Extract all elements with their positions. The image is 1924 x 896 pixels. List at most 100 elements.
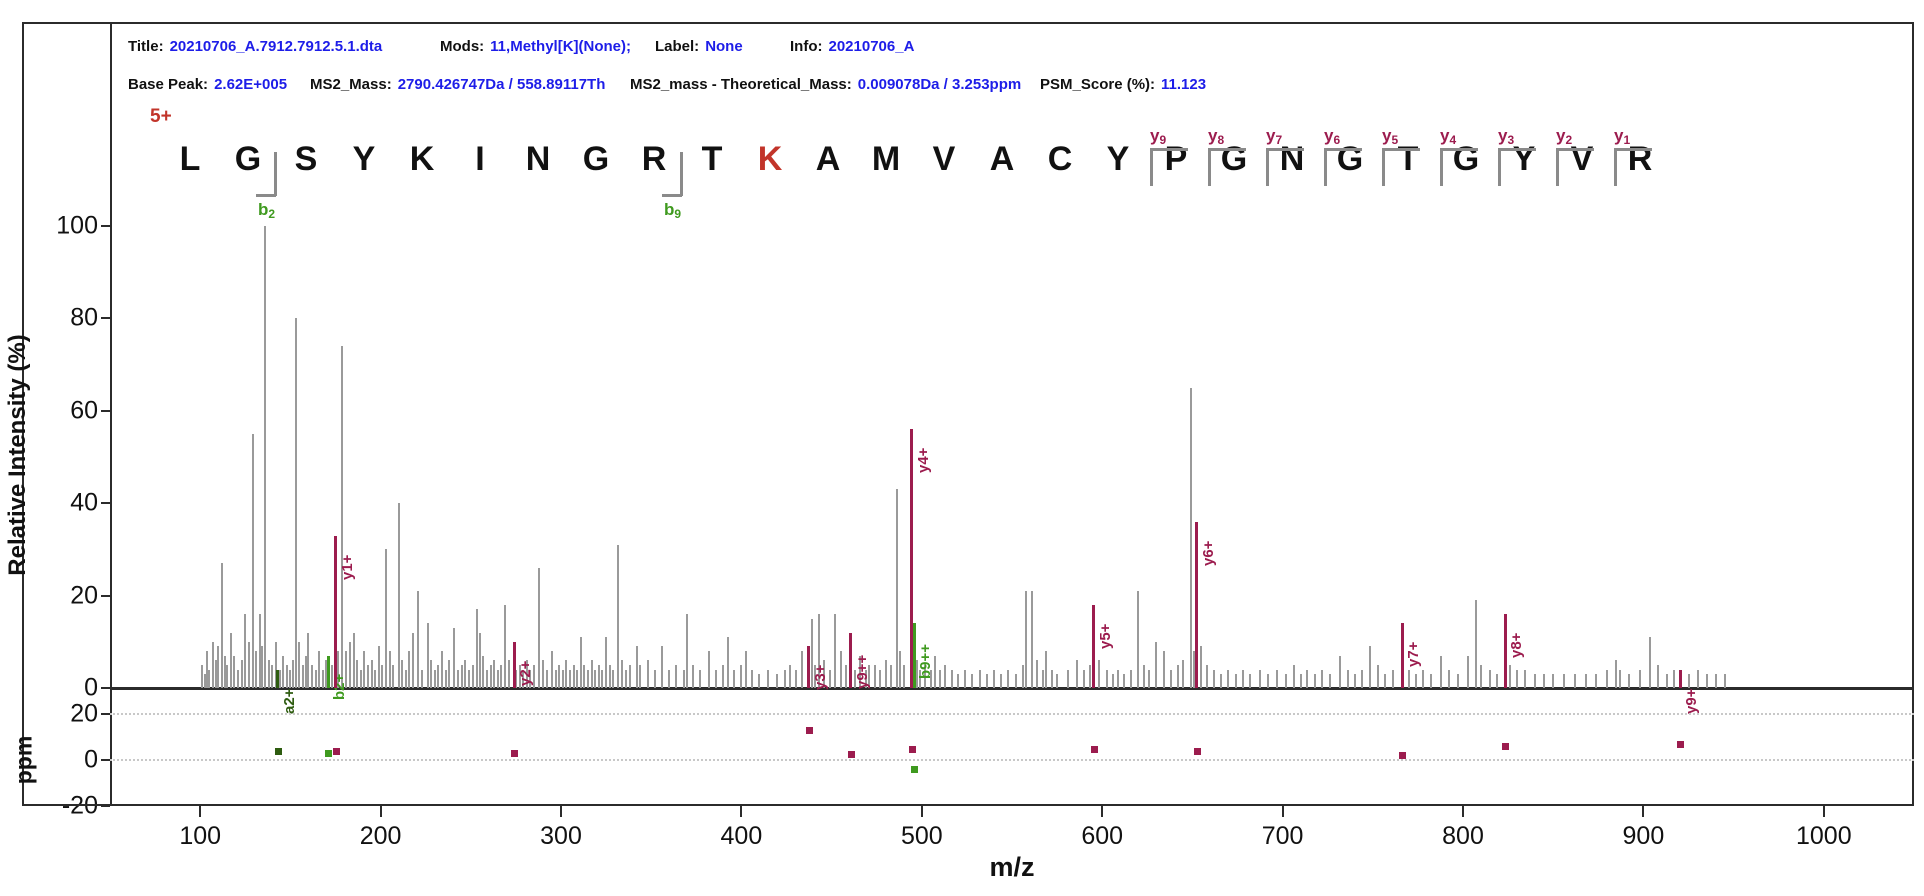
spectrum-baseline xyxy=(110,687,1914,690)
background-peak xyxy=(916,660,919,688)
background-peak xyxy=(722,664,725,688)
background-peak xyxy=(1075,660,1078,688)
background-peak xyxy=(572,664,575,688)
background-peak xyxy=(1516,669,1519,688)
fragment-peak-label: y8+ xyxy=(1508,632,1526,659)
background-peak xyxy=(1615,660,1618,688)
background-peak xyxy=(1241,669,1244,688)
peptide-residue: N xyxy=(525,140,551,178)
y-ion-label: y9 xyxy=(1150,126,1167,147)
background-peak xyxy=(951,669,954,688)
header-field: Label: None xyxy=(655,38,743,55)
background-peak xyxy=(478,632,481,688)
background-peak xyxy=(884,660,887,688)
y-axis-tick xyxy=(101,594,110,597)
background-peak xyxy=(1000,674,1003,688)
background-peak xyxy=(616,544,619,688)
background-peak xyxy=(1193,651,1196,688)
peptide-residue: G xyxy=(1336,140,1364,178)
background-peak xyxy=(1467,655,1470,688)
background-peak xyxy=(726,637,729,688)
x-axis-title: m/z xyxy=(989,852,1035,882)
header-field: MS2_Mass: 2790.426747Da / 558.89117Th xyxy=(310,76,605,93)
header-field: PSM_Score (%): 11.123 xyxy=(1040,76,1206,93)
background-peak xyxy=(1447,669,1450,688)
background-peak xyxy=(1534,674,1537,688)
background-peak xyxy=(1088,664,1091,688)
ppm-gridline xyxy=(110,759,1914,761)
background-peak xyxy=(226,664,229,688)
x-axis-tick xyxy=(379,806,382,817)
background-peak xyxy=(918,669,921,688)
background-peak xyxy=(758,674,761,688)
y-ion-label: y6 xyxy=(1324,126,1341,147)
peptide-residue: A xyxy=(815,140,841,178)
background-peak xyxy=(1705,674,1708,688)
background-peak xyxy=(873,664,876,688)
ppm-axis-tick xyxy=(101,713,110,715)
background-peak xyxy=(1097,660,1100,688)
peptide-residue: T xyxy=(1397,140,1419,178)
background-peak xyxy=(1116,669,1119,688)
background-peak xyxy=(554,669,557,688)
y-axis-tick-label: 40 xyxy=(70,488,98,517)
y-ion-bracket xyxy=(1440,148,1443,186)
background-peak xyxy=(330,664,333,688)
background-peak xyxy=(271,664,274,688)
background-peak xyxy=(854,669,857,688)
background-peak xyxy=(1249,674,1252,688)
y-ion-bracket xyxy=(1498,148,1501,186)
header-field-label: Label: xyxy=(655,38,700,55)
fragment-peak-y1p xyxy=(334,535,338,688)
background-peak xyxy=(493,660,496,688)
y-axis-line xyxy=(110,22,112,806)
background-peak xyxy=(388,651,391,688)
fragment-peak-label: y4+ xyxy=(914,447,932,474)
background-peak xyxy=(646,660,649,688)
fragment-peak-y6p xyxy=(1195,521,1199,688)
y-axis-title: Relative Intensity (%) xyxy=(4,334,31,576)
y-ion-label: y3 xyxy=(1498,126,1515,147)
x-axis-tick xyxy=(560,806,562,817)
background-peak xyxy=(408,651,411,688)
background-peak xyxy=(374,669,377,688)
ppm-error-point xyxy=(1502,743,1510,751)
background-peak xyxy=(471,664,474,688)
background-peak xyxy=(1353,674,1356,688)
background-peak xyxy=(1314,674,1317,688)
ppm-error-point xyxy=(805,727,813,735)
background-peak xyxy=(1066,669,1069,688)
background-peak xyxy=(794,669,797,688)
y-ion-label: y2 xyxy=(1556,126,1573,147)
background-peak xyxy=(1234,674,1237,688)
background-peak xyxy=(412,632,415,688)
background-peak xyxy=(240,660,243,688)
background-peak xyxy=(1508,664,1511,688)
background-peak xyxy=(1606,669,1609,688)
fragment-peak-y4p xyxy=(910,429,914,688)
fragment-peak-y3p xyxy=(807,646,810,688)
background-peak xyxy=(255,651,258,688)
background-peak xyxy=(1595,674,1598,688)
background-peak xyxy=(1391,669,1394,688)
background-peak xyxy=(682,669,685,688)
background-peak xyxy=(1169,669,1172,688)
background-peak xyxy=(1200,646,1203,688)
peptide-residue: Y xyxy=(1512,140,1536,178)
background-peak xyxy=(444,669,447,688)
background-peak xyxy=(307,632,310,688)
background-peak xyxy=(601,669,604,688)
header-field-label: MS2_Mass: xyxy=(310,76,392,93)
background-peak xyxy=(247,641,250,688)
ppm-error-point xyxy=(511,750,519,758)
background-peak xyxy=(579,637,582,688)
header-field-value: 0.009078Da / 3.253ppm xyxy=(857,76,1022,93)
background-peak xyxy=(1306,669,1309,688)
background-peak xyxy=(201,664,203,688)
background-peak xyxy=(363,651,366,688)
background-peak xyxy=(565,660,568,688)
header-field: Info: 20210706_A xyxy=(790,38,914,55)
y-ion-bracket xyxy=(1324,148,1327,186)
background-peak xyxy=(744,651,747,688)
peptide-residue: N xyxy=(1279,140,1305,178)
